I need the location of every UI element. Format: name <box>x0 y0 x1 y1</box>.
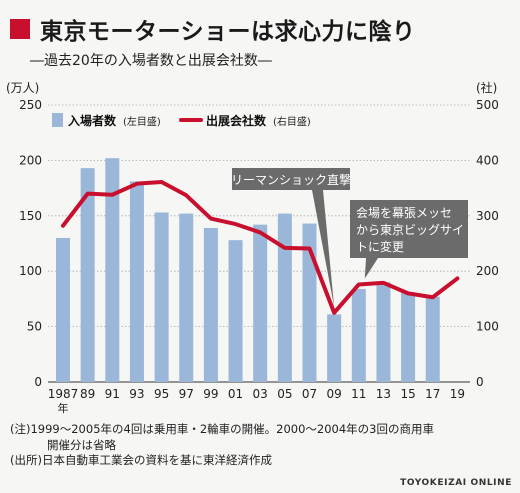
footnote-source: (出所)日本自動車工業会の資料を基に東洋経済作成 <box>10 453 272 467</box>
x-tick-label: 01 <box>228 387 243 401</box>
y-right-tick-label: 500 <box>476 98 499 112</box>
bar-attendance <box>154 212 169 382</box>
line-point <box>358 283 360 285</box>
x-tick-label: 97 <box>179 387 194 401</box>
line-point <box>161 181 163 183</box>
y-left-tick-label: 200 <box>19 153 42 167</box>
annotation-text-venue: から東京ビッグサイ <box>356 223 464 237</box>
footnote-line-1: (注)1999～2005年の4回は乗用車・2輪車の開催。2000～2004年の3… <box>10 422 434 436</box>
bar-attendance <box>327 314 342 382</box>
bar-attendance <box>80 168 95 382</box>
line-point <box>456 277 458 279</box>
x-tick-label: 09 <box>327 387 342 401</box>
line-point <box>259 231 261 233</box>
x-tick-label: 93 <box>129 387 144 401</box>
annotation-box-venue <box>350 200 468 258</box>
y-left-tick-label: 150 <box>19 209 42 223</box>
line-point <box>136 183 138 185</box>
y-right-tick-label: 300 <box>476 209 499 223</box>
title-row: 東京モーターショーは求心力に陰り <box>10 12 416 46</box>
y-left-tick-label: 250 <box>19 98 42 112</box>
y-left-unit: (万人) <box>6 81 39 95</box>
bar-attendance <box>401 292 416 382</box>
line-point <box>284 247 286 249</box>
credit: TOYOKEIZAI ONLINE <box>400 478 512 488</box>
title-accent-square <box>10 19 30 39</box>
line-point <box>185 194 187 196</box>
x-tick-label: 13 <box>376 387 391 401</box>
x-tick-label: 15 <box>400 387 415 401</box>
legend-note-bar: (左目盛) <box>123 115 161 128</box>
legend-label-bar: 入場者数 <box>68 113 117 128</box>
bar-attendance <box>129 181 144 382</box>
bar-attendance <box>228 240 243 382</box>
annotation-text-venue: 会場を幕張メッセ <box>356 206 452 220</box>
line-point <box>407 292 409 294</box>
x-tick-label: 91 <box>105 387 120 401</box>
legend-label-line: 出展会社数 <box>206 113 267 128</box>
annotation-pointer-lehman <box>312 190 335 307</box>
bar-attendance <box>105 158 120 382</box>
bar-attendance <box>253 224 268 382</box>
bar-attendance <box>277 213 292 382</box>
bar-attendance <box>425 296 440 382</box>
x-tick-label: 99 <box>203 387 218 401</box>
bar-attendance <box>351 288 366 382</box>
x-tick-label: 05 <box>277 387 292 401</box>
annotation-text-lehman: リーマンショック直撃 <box>231 172 351 187</box>
bar-attendance <box>56 237 70 382</box>
line-point <box>235 223 237 225</box>
x-tick-label: 89 <box>80 387 95 401</box>
chart-subtitle: ―過去20年の入場者数と出展会社数― <box>30 53 272 69</box>
x-tick-label: 95 <box>154 387 169 401</box>
line-point <box>432 296 434 298</box>
line-point <box>333 312 335 314</box>
line-point <box>87 193 89 195</box>
annotation-text-venue: トに変更 <box>356 239 404 254</box>
y-right-tick-label: 400 <box>476 153 499 167</box>
chart-title: 東京モーターショーは求心力に陰り <box>40 19 416 45</box>
y-right-tick-label: 100 <box>476 320 499 334</box>
x-tick-label: 1987 <box>48 387 79 401</box>
line-point <box>62 225 64 227</box>
y-right-tick-label: 0 <box>476 375 484 389</box>
y-left-tick-label: 50 <box>27 320 42 334</box>
legend-note-line: (右目盛) <box>273 115 311 128</box>
bar-attendance <box>179 213 194 382</box>
line-point <box>111 194 113 196</box>
line-point <box>309 247 310 249</box>
x-tick-label: 03 <box>253 387 268 401</box>
y-left-tick-label: 100 <box>19 264 42 278</box>
y-left-tick-label: 0 <box>34 375 42 389</box>
annotation-box-lehman <box>232 168 350 190</box>
footnote-line-2: 開催分は省略 <box>47 437 116 452</box>
line-point <box>210 218 212 220</box>
y-right-tick-label: 200 <box>476 264 499 278</box>
x-tick-label: 17 <box>425 387 440 401</box>
bar-attendance <box>203 227 218 382</box>
y-right-unit: (社) <box>476 80 497 95</box>
footnotes: (注)1999～2005年の4回は乗用車・2輪車の開催。2000～2004年の3… <box>10 422 434 469</box>
x-tick-label: 11 <box>351 387 366 401</box>
legend-swatch-bar <box>52 113 63 127</box>
bar-attendance <box>376 282 391 382</box>
x-tick-label: 19 <box>450 387 465 401</box>
annotation-pointer-venue <box>364 258 378 279</box>
x-tick-label: 07 <box>302 387 317 401</box>
x-sublabel: 年 <box>58 401 69 415</box>
line-point <box>382 282 384 284</box>
